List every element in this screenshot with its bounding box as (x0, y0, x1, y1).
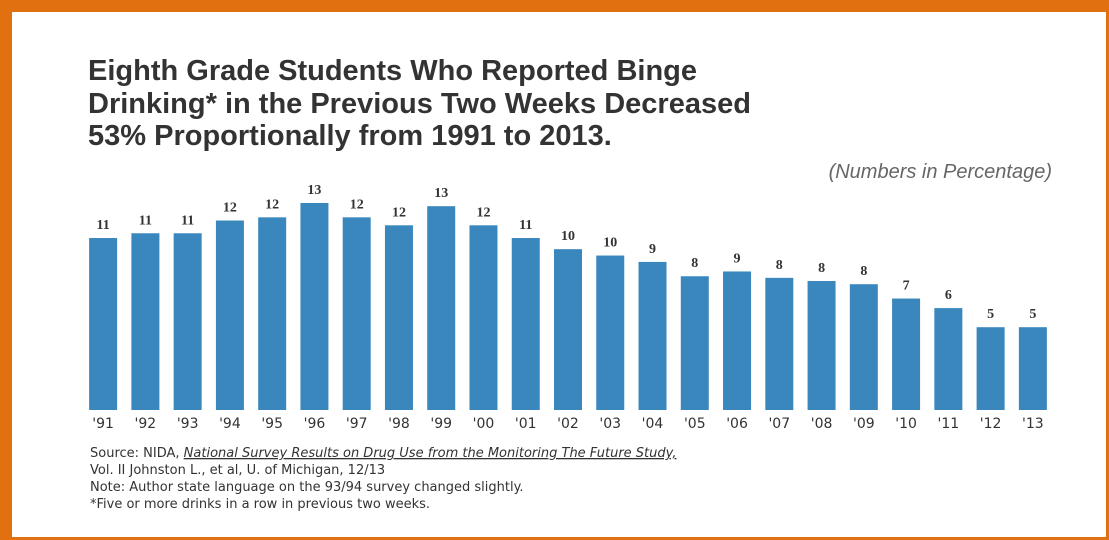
x-tick-label: '03 (599, 416, 621, 432)
x-tick-label: '04 (642, 416, 664, 432)
bar (1018, 327, 1047, 410)
note: *Five or more drinks in a row in previou… (90, 497, 430, 512)
bar (596, 255, 625, 410)
value-label: 13 (307, 183, 321, 198)
x-tick-label: '11 (938, 416, 960, 432)
value-label: 12 (392, 205, 406, 220)
x-tick-label: '12 (980, 416, 1002, 432)
value-label: 11 (181, 213, 194, 228)
bar (765, 277, 794, 410)
note: Note: Author state language on the 93/94… (90, 480, 524, 495)
value-label: 5 (1029, 307, 1036, 322)
bar (723, 271, 752, 410)
bar (300, 203, 329, 410)
source-title: National Survey Results on Drug Use from… (184, 446, 677, 461)
value-label: 12 (223, 201, 237, 216)
value-label: 7 (903, 279, 910, 294)
bar (554, 249, 582, 410)
x-tick-label: '09 (853, 416, 875, 432)
value-label: 10 (561, 229, 575, 244)
bar (427, 206, 456, 410)
source: Source: NIDA, National Survey Results on… (90, 446, 676, 461)
bar (384, 225, 413, 410)
bar (849, 284, 878, 410)
x-tick-label: '98 (388, 416, 410, 432)
value-label: 11 (519, 218, 532, 233)
value-label: 11 (97, 218, 110, 233)
x-tick-label: '95 (261, 416, 283, 432)
bar (131, 233, 160, 410)
bar (258, 217, 287, 410)
value-label: 8 (818, 261, 825, 276)
bar (342, 217, 371, 410)
value-label: 8 (691, 256, 698, 271)
title-line: 53% Proportionally from 1991 to 2013. (88, 120, 612, 152)
x-tick-label: '99 (430, 416, 452, 432)
value-label: 12 (350, 197, 364, 212)
value-label: 5 (987, 307, 994, 322)
x-tick-label: '97 (346, 416, 368, 432)
bar (807, 281, 836, 410)
subtitle: (Numbers in Percentage) (829, 161, 1052, 183)
value-label: 11 (139, 213, 152, 228)
x-tick-label: '94 (219, 416, 241, 432)
bar (976, 327, 1005, 410)
x-tick-label: '07 (768, 416, 790, 432)
x-tick-label: '13 (1022, 416, 1044, 432)
x-tick-label: '08 (811, 416, 833, 432)
x-tick-label: '01 (515, 416, 537, 432)
bar (469, 225, 498, 410)
bar (680, 276, 709, 410)
note: Vol. II Johnston L., et al, U. of Michig… (90, 463, 385, 478)
value-label: 9 (649, 242, 656, 257)
bar (934, 308, 963, 410)
bar (638, 261, 667, 410)
x-tick-label: '00 (473, 416, 495, 432)
x-tick-label: '93 (177, 416, 199, 432)
value-label: 6 (945, 288, 952, 303)
x-tick-label: '92 (135, 416, 157, 432)
value-label: 8 (776, 258, 783, 273)
x-tick-label: '96 (304, 416, 326, 432)
value-label: 12 (476, 205, 490, 220)
x-tick-label: '10 (895, 416, 917, 432)
bar (511, 238, 540, 410)
bar (173, 233, 202, 410)
value-label: 13 (434, 186, 448, 201)
bar (89, 238, 118, 410)
title-line: Eighth Grade Students Who Reported Binge (88, 55, 697, 87)
value-label: 8 (860, 264, 867, 279)
bar (892, 298, 921, 410)
title-line: Drinking* in the Previous Two Weeks Decr… (88, 88, 751, 120)
value-label: 10 (603, 236, 617, 251)
value-label: 12 (265, 197, 279, 212)
source-label: Source: NIDA, (90, 446, 180, 461)
x-tick-label: '06 (726, 416, 748, 432)
value-label: 9 (734, 251, 741, 266)
x-tick-label: '02 (557, 416, 579, 432)
bar (215, 220, 244, 410)
x-tick-label: '05 (684, 416, 706, 432)
x-tick-label: '91 (92, 416, 114, 432)
